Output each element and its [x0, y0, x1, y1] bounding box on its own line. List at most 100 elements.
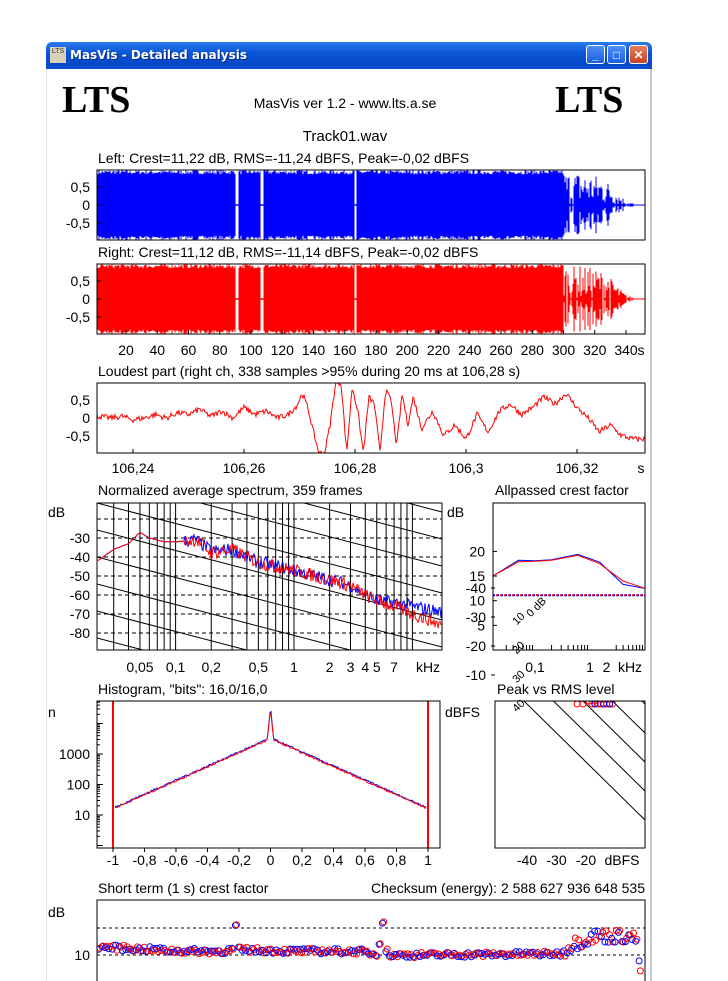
short-term-crest-point	[144, 947, 152, 955]
spectrum-slope-line	[97, 610, 249, 650]
xtick-label: 0,2	[292, 852, 312, 868]
short-term-crest-point	[421, 951, 429, 959]
short-term-crest-point	[373, 952, 381, 960]
ytick-label: 1000	[59, 746, 90, 762]
short-term-crest-point	[103, 943, 111, 950]
maximize-button[interactable]: □	[607, 45, 626, 64]
xtick-label: 3	[347, 659, 355, 675]
spectrum-slope-line	[97, 556, 442, 648]
ylabel: dBFS	[445, 704, 480, 720]
file-name: Track01.wav	[303, 128, 388, 145]
xtick-label: 0	[267, 852, 275, 868]
short-term-crest-point	[575, 936, 583, 944]
xtick-label: 0,4	[324, 852, 344, 868]
xtick-label: 0,8	[387, 852, 407, 868]
spectrum-slope-line	[97, 583, 352, 650]
short-term-crest-point	[563, 949, 571, 957]
loudest-part-trace	[97, 383, 645, 453]
xtick-label: -40	[517, 852, 537, 868]
xtick-label: 260	[489, 342, 513, 358]
xtick-label: 106,24	[112, 460, 155, 476]
ytick-label: 0	[82, 197, 90, 213]
left-waveform-trace	[97, 170, 645, 240]
short-term-crest-point	[317, 950, 325, 958]
peak-rms-point	[609, 701, 617, 708]
window-border-right	[650, 69, 652, 981]
xunit-label: kHz	[416, 659, 440, 675]
xtick-label: 106,28	[334, 460, 377, 476]
short-term-crest-point	[529, 948, 537, 956]
peak-rms-point	[536, 637, 542, 643]
short-term-crest-point	[628, 936, 636, 943]
xtick-label: -0,6	[164, 852, 188, 868]
short-term-crest-point	[187, 946, 195, 954]
short-term-crest-point	[591, 927, 599, 935]
short-term-crest-point	[184, 948, 191, 956]
spectrum-slope-line	[97, 692, 442, 782]
xunit-label: kHz	[618, 659, 642, 675]
ytick-label: -30	[466, 609, 486, 625]
ytick-label: -70	[70, 606, 90, 622]
ytick-label: -30	[70, 530, 90, 546]
short-term-crest-point	[372, 952, 380, 959]
crest-line-40	[523, 701, 645, 821]
xtick-label: -0,4	[195, 852, 219, 868]
short-term-crest-point	[194, 948, 202, 956]
ytick-label: -0,5	[66, 309, 90, 325]
ylabel: dB	[48, 904, 65, 920]
short-term-crest-point	[120, 941, 128, 949]
spectrum-slope-line	[97, 665, 442, 755]
short-term-crest-point	[383, 945, 391, 953]
short-term-crest-point	[119, 947, 126, 955]
short-term-crest-point	[337, 950, 345, 958]
short-term-crest-point	[99, 942, 107, 950]
short-term-crest-point	[612, 927, 620, 934]
short-term-crest-point	[365, 950, 373, 958]
short-term-crest-point	[556, 952, 564, 960]
checksum-label: Checksum (energy): 2 588 627 936 648 535	[371, 880, 645, 896]
spectrum-slope-line	[198, 503, 442, 567]
short-term-crest-point	[397, 950, 405, 958]
short-term-crest-point	[379, 919, 386, 927]
xtick-label: -1	[107, 852, 120, 868]
spectrum-caption: Normalized average spectrum, 359 frames	[98, 482, 363, 498]
peak-rms-point	[556, 663, 562, 669]
xtick-label: -0,8	[132, 852, 156, 868]
title-bar[interactable]: LTS MasVis - Detailed analysis _ □ ✕	[46, 42, 652, 69]
xtick-label: 4	[361, 659, 369, 675]
close-button[interactable]: ✕	[629, 45, 648, 64]
window-title: MasVis - Detailed analysis	[70, 48, 247, 62]
xunit-label: s	[638, 342, 645, 358]
short-term-crest-point	[190, 945, 198, 952]
ytick-label: 20	[469, 543, 485, 559]
short-term-crest-point	[139, 947, 147, 955]
short-term-crest-point	[597, 933, 605, 940]
allpassed-caption: Allpassed crest factor	[495, 482, 629, 498]
short-term-crest-point	[376, 940, 384, 948]
short-term-crest-point	[601, 938, 609, 946]
short-term-crest-point	[630, 929, 637, 937]
short-term-crest-point	[324, 948, 332, 956]
xtick-label: 20	[118, 342, 134, 358]
xtick-label: 140	[302, 342, 326, 358]
ytick-label: 100	[67, 777, 91, 793]
ytick-label: -80	[70, 625, 90, 641]
histogram-right-trace	[114, 712, 427, 810]
ytick-label: 10	[74, 947, 90, 963]
short-term-crest-point	[298, 949, 306, 957]
xtick-label: 0,1	[166, 659, 186, 675]
minimize-button[interactable]: _	[586, 45, 605, 64]
short-term-crest-point	[584, 940, 592, 948]
spectrum-plot	[96, 502, 443, 651]
ytick-label: 15	[469, 568, 485, 584]
peak-rms-point	[503, 608, 509, 614]
histogram-left-trace	[114, 710, 427, 808]
ytick-label: 0	[82, 291, 90, 307]
peak-rms-point	[565, 675, 571, 681]
loudest-caption: Loudest part (right ch, 338 samples >95%…	[98, 363, 520, 379]
short-term-crest-point	[635, 957, 643, 965]
ytick-label: -20	[466, 638, 486, 654]
xtick-label: 120	[271, 342, 295, 358]
xunit-label: s	[638, 460, 645, 476]
